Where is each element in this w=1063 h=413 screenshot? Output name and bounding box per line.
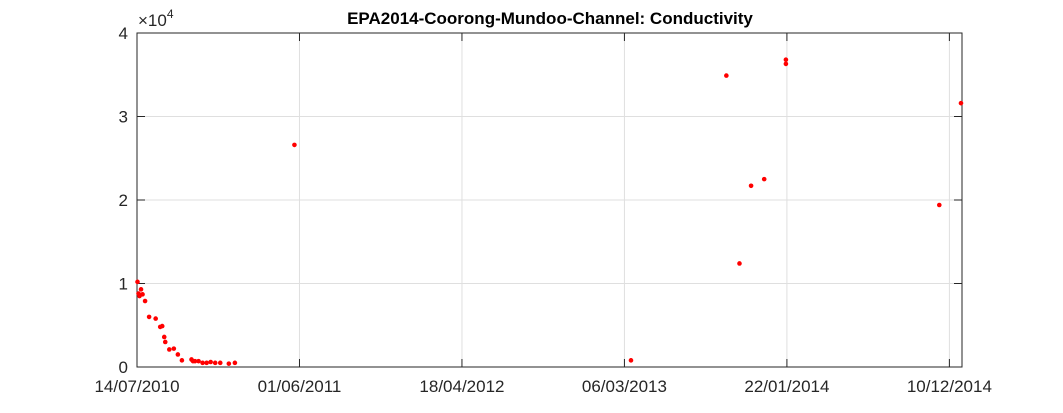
data-point [232,360,238,366]
data-point [138,287,144,292]
data-point [217,360,223,366]
data-point [212,360,218,366]
data-point [748,183,754,189]
data-point [628,358,634,363]
data-point [135,279,140,285]
data-point [166,347,172,352]
data-point [724,73,729,78]
x-tick-label: 18/04/2012 [419,377,504,396]
x-tick-label: 14/07/2010 [94,377,179,396]
y-tick-label: 2 [119,191,128,210]
y-tick-label: 1 [119,275,128,294]
y-tick-label: 0 [119,358,128,377]
data-point [175,352,181,357]
grid [136,32,962,368]
data-point [140,292,145,297]
data-point [936,202,942,208]
data-point [179,358,185,363]
data-point [161,334,167,340]
data-point [783,57,789,63]
data-point [292,142,297,148]
data-point [159,323,165,329]
data-point [153,316,158,321]
data-point [208,359,213,365]
data-point [737,261,742,266]
data-point [192,358,198,364]
x-tick-label: 01/06/2011 [258,377,342,396]
data-point [761,176,767,182]
data-point [200,360,205,366]
y-axis-exponent: ×104 [138,7,174,30]
axis-ticks: 14/07/2010 01/06/2011 18/04/2012 06/03/2013… [94,24,991,396]
data-points [135,57,964,366]
data-point [196,358,201,364]
x-tick-label: 06/03/2013 [582,377,667,396]
y-tick-label: 4 [119,24,128,43]
data-point [958,100,964,106]
data-point [226,361,232,366]
data-point [783,61,789,67]
data-point [171,346,177,351]
data-point [142,298,148,304]
x-tick-label: 22/01/2014 [744,377,829,396]
chart-title: EPA2014-Coorong-Mundoo-Channel: Conducti… [347,9,753,28]
x-tick-label: 10/12/2014 [907,377,992,396]
data-point [146,314,152,320]
data-point [204,360,209,366]
y-tick-label: 3 [119,108,128,127]
data-point [162,339,168,345]
